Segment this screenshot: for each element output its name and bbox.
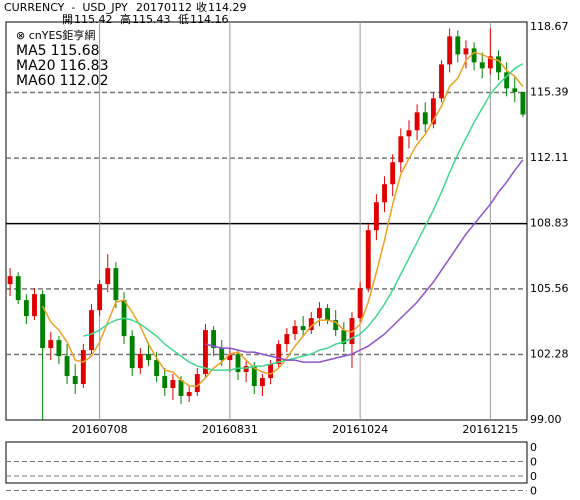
candle-body [105, 268, 111, 285]
y-tick-label: 112.11 [530, 151, 569, 164]
candle-body [341, 330, 347, 345]
candle-body [276, 344, 282, 365]
low-value: 114.16 [190, 13, 229, 26]
candle-body [398, 136, 404, 163]
date: 20170112 [136, 1, 192, 14]
high-label: 高 [120, 12, 131, 26]
candle-body [365, 230, 371, 289]
legend-value: 116.83 [59, 58, 108, 74]
candle-body [520, 91, 526, 115]
symbol: CURRENCY - USD_JPY [4, 1, 128, 14]
y-tick-label: 99.00 [530, 413, 562, 426]
high-value: 115.43 [132, 13, 171, 26]
candle-body [422, 112, 428, 125]
ma-line [205, 159, 524, 363]
candle-body [325, 308, 330, 321]
candle-body [137, 354, 143, 369]
sub-tick-label: 0 [530, 441, 537, 454]
y-tick-label: 118.67 [530, 20, 569, 33]
y-tick-label: 102.28 [530, 347, 569, 360]
close-label: 收 [196, 0, 207, 14]
candle-body [333, 320, 339, 331]
y-tick-label: 115.39 [530, 86, 569, 99]
ma-line [41, 51, 524, 387]
candle-body [390, 162, 396, 185]
candle-body [146, 354, 151, 361]
candle-body [186, 392, 192, 397]
candle-body [439, 64, 444, 99]
candle-body [15, 276, 21, 301]
candle-body [259, 378, 265, 387]
candle-body [64, 356, 70, 377]
candle-body [300, 326, 306, 331]
candle-body [308, 318, 314, 331]
candle-body [219, 348, 225, 361]
candle-body [129, 336, 135, 369]
candle-body [80, 350, 86, 385]
candle-body [447, 36, 453, 65]
open-label: 開 [62, 13, 73, 26]
candle-body [373, 202, 379, 231]
close-value: 114.29 [208, 1, 247, 14]
candle-body [97, 284, 103, 311]
candle-body [430, 98, 436, 125]
x-tick-label: 20161024 [332, 423, 388, 436]
sub-tick-label: 0 [530, 456, 537, 469]
candle-body [23, 300, 29, 317]
candle-body [292, 326, 298, 335]
candle-body [194, 374, 200, 393]
candle-body [487, 56, 493, 69]
legend-name: MA5 [16, 43, 47, 59]
candle-body [203, 330, 208, 375]
x-tick-label: 20160708 [72, 423, 128, 436]
candle-body [496, 56, 501, 73]
candle-body [463, 48, 469, 55]
legend-name: MA20 [16, 58, 55, 74]
ma-line [83, 63, 524, 371]
sub-tick-label: 0 [530, 470, 537, 483]
sub-tick-label: 0 [530, 485, 537, 498]
candle-body [414, 112, 420, 131]
candle-body [32, 294, 37, 317]
y-tick-label: 108.83 [530, 217, 569, 230]
candle-body [227, 354, 233, 361]
brand: ⊗ cnYES鉅亨網 [16, 28, 95, 42]
y-tick-label: 105.56 [530, 282, 569, 295]
candle-body [113, 268, 119, 301]
candle-body [89, 310, 94, 351]
candle-body [40, 294, 46, 349]
candle-body [455, 36, 461, 55]
candle-body [471, 48, 477, 63]
candle-body [479, 62, 485, 69]
candle-body [357, 288, 363, 319]
candle-body [211, 330, 217, 349]
candle-body [284, 334, 290, 345]
candle-body [162, 376, 168, 389]
legend-value: 112.02 [59, 73, 108, 89]
candle-body [504, 72, 510, 89]
candle-body [268, 364, 274, 379]
candle-body [251, 366, 257, 387]
candle-body [170, 380, 176, 389]
candle-body [316, 308, 322, 319]
sub-panel [5, 441, 528, 484]
x-tick-label: 20161215 [462, 423, 518, 436]
legend-name: MA60 [16, 73, 55, 89]
low-label: 低 [178, 13, 189, 26]
open-value: 115.42 [74, 13, 113, 26]
legend-value: 115.68 [51, 43, 100, 59]
candle-body [7, 276, 13, 285]
candle-body [235, 354, 241, 373]
candle-body [154, 360, 160, 377]
x-tick-label: 20160831 [202, 423, 258, 436]
candle-body [512, 88, 518, 92]
candle-body [382, 184, 387, 203]
candle-body [178, 380, 184, 397]
candle-body [243, 366, 249, 373]
candle-body [56, 340, 62, 357]
candle-body [72, 376, 78, 385]
candle-body [48, 340, 54, 349]
candle-body [406, 130, 412, 137]
